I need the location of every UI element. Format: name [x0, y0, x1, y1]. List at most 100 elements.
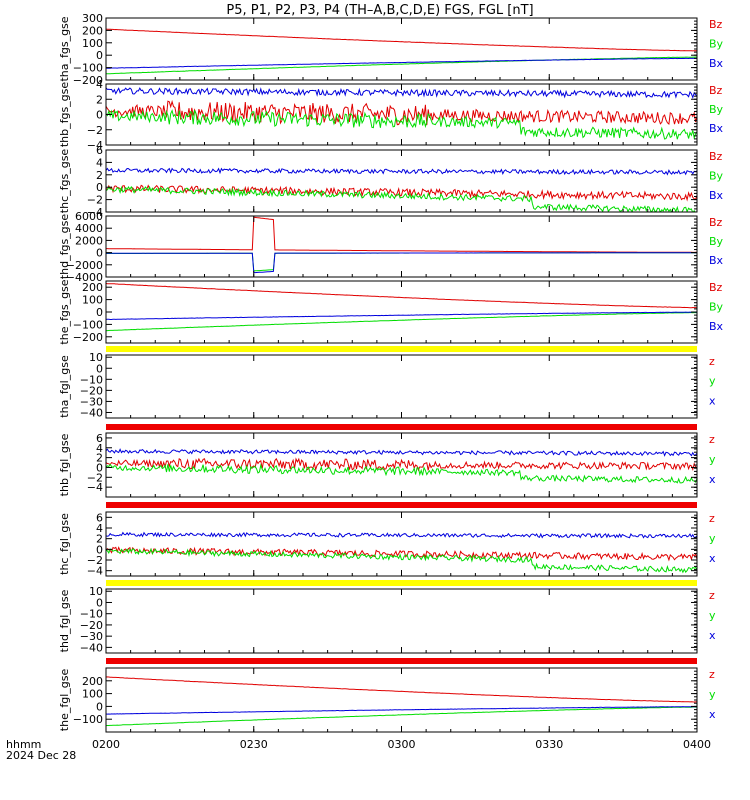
panel-2-ytick-label: 2 [96, 169, 103, 182]
panel-3-ytick-label: 4000 [75, 222, 103, 235]
x-tick-label: 0400 [683, 738, 711, 751]
panel-3-ytick-label: 0 [96, 247, 103, 260]
panel-4-ylabel: the_fgs_gse [58, 279, 71, 344]
panel-2-ylabel: thc_fgs_gse [58, 149, 71, 214]
x-axis-unit-label: hhmm [6, 738, 41, 751]
panel-6-ytick-label: −2 [87, 471, 103, 484]
panel-0-ytick-label: 200 [82, 24, 103, 37]
panel-3-ytick-label: 6000 [75, 210, 103, 223]
panel-7-legend-y: y [709, 532, 716, 545]
panel-4-legend-Bx: Bx [709, 320, 724, 333]
panel-2-series-Bx [106, 167, 697, 176]
panel-1-legend-Bz: Bz [709, 84, 723, 97]
panel-7-ytick-label: −2 [87, 554, 103, 567]
panel-2-ytick-label: −4 [87, 206, 103, 219]
panel-8-status-band [106, 580, 697, 586]
panel-9-series-x [106, 706, 697, 715]
panel-2-legend-Bx: Bx [709, 189, 724, 202]
panel-6-ytick-label: 2 [96, 452, 103, 465]
panel-1-ytick-label: −2 [87, 124, 103, 137]
date-label: 2024 Dec 28 [6, 749, 76, 762]
panel-9-status-band [106, 658, 697, 664]
panel-6-ylabel: thb_fgl_gse [58, 433, 71, 496]
panel-6-legend-x: x [709, 473, 716, 486]
panel-5-ytick-label: −40 [80, 406, 103, 419]
panel-4-frame [105, 280, 698, 344]
panel-9-series-y [106, 706, 697, 727]
chart-title: P5, P1, P2, P3, P4 (TH–A,B,C,D,E) FGS, F… [226, 3, 533, 18]
panel-6-series-x [106, 448, 697, 457]
panel-2-ytick-label: 6 [96, 144, 103, 157]
panel-4-series-Bx [106, 311, 697, 320]
panel-1-series-By [106, 109, 697, 140]
panel-5-ytick-label: 10 [89, 351, 103, 364]
panel-5-ytick-label: −20 [80, 384, 103, 397]
panel-8-legend-z: z [709, 589, 715, 602]
panel-7-ytick-label: 4 [96, 522, 103, 535]
panel-7-status-band [106, 502, 697, 508]
panel-5-ylabel: tha_fgl_gse [58, 355, 71, 418]
panel-1-series-Bz [106, 99, 697, 126]
panel-1-series-Bx [106, 87, 697, 100]
x-tick-label: 0300 [388, 738, 416, 751]
panel-2-ytick-label: 0 [96, 181, 103, 194]
panel-3-series-Bx [106, 252, 697, 274]
panel-4-ytick-label: 100 [82, 294, 103, 307]
panel-3-ytick-label: 2000 [75, 234, 103, 247]
panel-3-series-By [106, 252, 697, 272]
panel-4-ytick-label: 200 [82, 281, 103, 294]
panel-0-legend-By: By [709, 37, 724, 50]
panel-7-ytick-label: 0 [96, 543, 103, 556]
panel-1-ytick-label: −4 [87, 139, 103, 152]
panel-4-legend-By: By [709, 300, 724, 313]
panel-5-ytick-label: −10 [80, 373, 103, 386]
panel-6-ytick-label: −4 [87, 481, 103, 494]
panel-6-ytick-label: 6 [96, 432, 103, 445]
panel-5-frame [105, 354, 698, 419]
panel-0-ytick-label: −200 [73, 74, 103, 87]
panel-2-legend-By: By [709, 169, 724, 182]
panel-9-legend-x: x [709, 708, 716, 721]
panel-8-ytick-label: −40 [80, 641, 103, 654]
panel-1-ytick-label: 0 [96, 109, 103, 122]
panel-4-legend-Bz: Bz [709, 281, 723, 294]
panel-3-legend-Bx: Bx [709, 254, 724, 267]
panel-8-legend-x: x [709, 629, 716, 642]
panel-9-legend-z: z [709, 668, 715, 681]
panel-9-ytick-label: 0 [96, 700, 103, 713]
panel-0-ylabel: tha_fgs_gse [58, 16, 71, 81]
panel-6-ytick-label: 4 [96, 442, 103, 455]
panel-5-legend-y: y [709, 375, 716, 388]
panel-0-legend-Bz: Bz [709, 18, 723, 31]
panel-7-ylabel: thc_fgl_gse [58, 513, 71, 575]
x-tick-label: 0230 [240, 738, 268, 751]
panel-5-legend-x: x [709, 394, 716, 407]
panel-4-series-By [106, 311, 697, 332]
panel-7-legend-z: z [709, 512, 715, 525]
panel-4-ytick-label: 0 [96, 306, 103, 319]
panel-9-ytick-label: 100 [82, 688, 103, 701]
panel-1-ylabel: thb_fgs_gse [58, 82, 71, 148]
panel-3-legend-Bz: Bz [709, 216, 723, 229]
panel-8-legend-y: y [709, 609, 716, 622]
panel-9-legend-y: y [709, 688, 716, 701]
panel-7-legend-x: x [709, 552, 716, 565]
panel-7-series-x [106, 531, 697, 539]
x-tick-label: 0330 [535, 738, 563, 751]
panel-7-frame [105, 511, 698, 577]
panel-4-series-Bz [106, 282, 697, 309]
panel-8-ytick-label: −10 [80, 608, 103, 621]
panel-1-ytick-label: 4 [96, 78, 103, 91]
panel-1-legend-By: By [709, 103, 724, 116]
panel-8-ytick-label: −20 [80, 619, 103, 632]
panel-7-ytick-label: −4 [87, 565, 103, 578]
panel-3-ylabel: thd_fgs_gse [58, 214, 71, 280]
panel-6-legend-y: y [709, 453, 716, 466]
panel-3-series-Bz [106, 216, 697, 253]
panel-0-ytick-label: 0 [96, 49, 103, 62]
panel-0-series-Bx [106, 57, 697, 69]
panel-9-ylabel: the_fgl_gse [58, 669, 71, 732]
panel-0-ytick-label: 100 [82, 37, 103, 50]
